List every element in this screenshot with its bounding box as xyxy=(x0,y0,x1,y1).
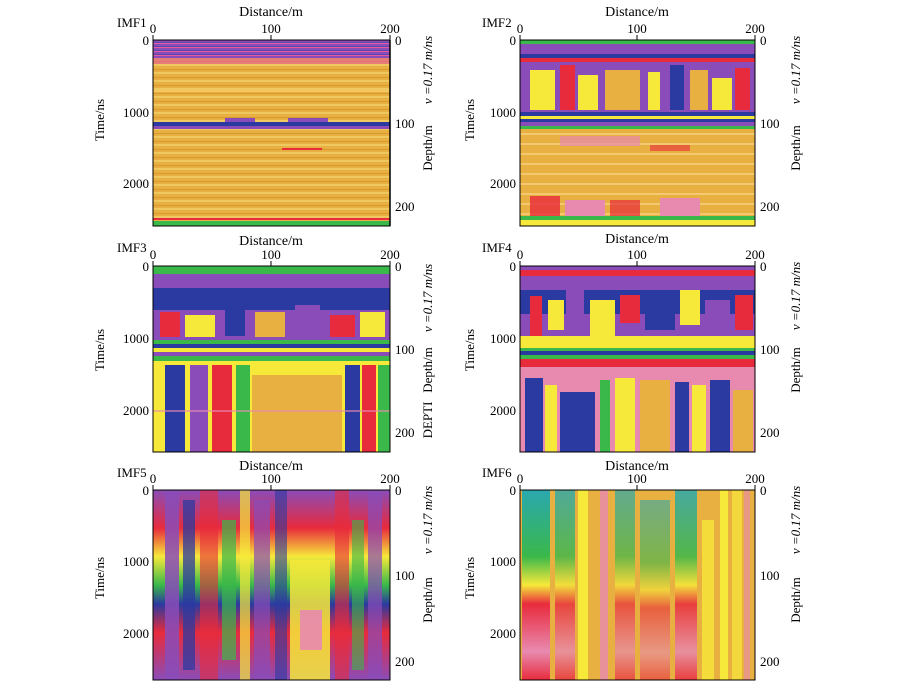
velocity-label: v =0.17 m/ns xyxy=(420,486,435,554)
y-tick-label: 2000 xyxy=(123,403,149,418)
x-tick-label: 200 xyxy=(380,21,400,36)
panel-imf1: 0 100 200 Distance/m IMF1 0 1000 2000 Ti… xyxy=(92,5,435,227)
panel-label: IMF4 xyxy=(482,240,512,255)
panel-label: IMF6 xyxy=(482,465,512,480)
depth-tick-label: 200 xyxy=(760,654,780,669)
depth-tick-label: 100 xyxy=(760,342,780,357)
velocity-label: v =0.17 m/ns xyxy=(788,262,803,330)
y-axis-label: Time/ns xyxy=(92,99,107,141)
y-tick-label: 0 xyxy=(143,483,150,498)
depth-axis-label: Depth/m xyxy=(420,577,435,623)
y-tick-label: 1000 xyxy=(123,331,149,346)
panel-label: IMF1 xyxy=(117,15,147,30)
x-tick-label: 100 xyxy=(261,471,281,486)
radargram-imf5 xyxy=(153,490,390,680)
y-tick-label: 1000 xyxy=(123,105,149,120)
x-tick-label: 100 xyxy=(627,247,647,262)
depth-tick-label: 0 xyxy=(760,483,767,498)
x-axis-label: Distance/m xyxy=(239,459,303,474)
x-tick-label: 0 xyxy=(517,21,524,36)
radargram-imf4 xyxy=(520,266,755,452)
y-axis-label: Time/ns xyxy=(462,329,477,371)
y-tick-label: 0 xyxy=(143,33,150,48)
x-tick-label: 0 xyxy=(150,21,157,36)
depth-tick-label: 0 xyxy=(395,33,402,48)
panel-imf2: 0 100 200 Distance/m IMF2 0 1000 2000 Ti… xyxy=(462,5,803,227)
depth-tick-label: 100 xyxy=(395,342,415,357)
x-tick-label: 200 xyxy=(745,471,765,486)
depth-axis-label: Depth/m xyxy=(420,125,435,171)
x-tick-label: 0 xyxy=(517,247,524,262)
x-axis-label: Distance/m xyxy=(605,5,669,20)
depth-axis-label: Depth/m xyxy=(420,347,435,393)
x-tick-label: 200 xyxy=(745,21,765,36)
y-tick-label: 0 xyxy=(143,259,150,274)
panel-label: IMF2 xyxy=(482,15,512,30)
x-axis-label: Distance/m xyxy=(239,234,303,249)
x-tick-label: 100 xyxy=(261,247,281,262)
panel-imf5: 0 100 200 Distance/m IMF5 0 1000 2000 Ti… xyxy=(92,459,435,681)
y-tick-label: 1000 xyxy=(123,554,149,569)
panel-imf3: 0 100 200 Distance/m IMF3 0 1000 2000 Ti… xyxy=(92,234,435,453)
y-axis-label: Time/ns xyxy=(462,99,477,141)
y-tick-label: 0 xyxy=(510,33,517,48)
radargram-imf2 xyxy=(520,40,755,226)
velocity-label: v =0.17 m/ns xyxy=(788,36,803,104)
depth-tick-label: 0 xyxy=(760,259,767,274)
y-tick-label: 1000 xyxy=(490,554,516,569)
y-tick-label: 2000 xyxy=(490,176,516,191)
x-tick-label: 0 xyxy=(150,471,157,486)
depth-tick-label: 200 xyxy=(395,654,415,669)
y-tick-label: 0 xyxy=(510,483,517,498)
depth-axis-label: Depth/m xyxy=(788,577,803,623)
depth-tick-label: 0 xyxy=(395,483,402,498)
y-axis-label: Time/ns xyxy=(92,557,107,599)
y-axis-label: Time/ns xyxy=(462,557,477,599)
depth-tick-label: 100 xyxy=(760,568,780,583)
x-tick-label: 200 xyxy=(745,247,765,262)
depth-tick-label: 200 xyxy=(760,425,780,440)
panel-imf6: 0 100 200 Distance/m IMF6 0 1000 2000 Ti… xyxy=(462,459,803,681)
x-tick-label: 200 xyxy=(380,471,400,486)
panel-imf4: 0 100 200 Distance/m IMF4 0 1000 2000 Ti… xyxy=(462,232,803,453)
depth-tick-label: 0 xyxy=(395,259,402,274)
y-axis-label: Time/ns xyxy=(92,329,107,371)
x-tick-label: 100 xyxy=(627,21,647,36)
x-tick-label: 0 xyxy=(150,247,157,262)
depth-tick-label: 100 xyxy=(760,116,780,131)
panel-label: IMF3 xyxy=(117,240,147,255)
depth-axis-label: Depth/m xyxy=(788,125,803,171)
x-axis-label: Distance/m xyxy=(605,459,669,474)
depth-tick-label: 200 xyxy=(395,425,415,440)
y-tick-label: 1000 xyxy=(490,105,516,120)
x-tick-label: 0 xyxy=(517,471,524,486)
x-tick-label: 100 xyxy=(261,21,281,36)
x-tick-label: 100 xyxy=(627,471,647,486)
x-ticks-imf1 xyxy=(152,35,391,40)
y-tick-label: 2000 xyxy=(490,626,516,641)
depth-tick-label: 200 xyxy=(395,199,415,214)
depth-tick-label: 200 xyxy=(760,199,780,214)
y-tick-label: 1000 xyxy=(490,331,516,346)
radargram-imf1 xyxy=(153,40,390,226)
velocity-label: v =0.17 m/ns xyxy=(420,264,435,332)
velocity-label: v =0.17 m/ns xyxy=(788,486,803,554)
velocity-label: v =0.17 m/ns xyxy=(420,36,435,104)
depth-tick-label: 100 xyxy=(395,116,415,131)
radargram-imf3 xyxy=(153,266,390,452)
radargram-imf6 xyxy=(520,490,755,680)
panel-label: IMF5 xyxy=(117,465,147,480)
depth-axis-label-overlap: DEPTI xyxy=(420,402,435,439)
y-tick-label: 2000 xyxy=(123,176,149,191)
x-tick-label: 200 xyxy=(380,247,400,262)
y-tick-label: 2000 xyxy=(490,403,516,418)
y-tick-label: 0 xyxy=(510,259,517,274)
depth-tick-label: 0 xyxy=(760,33,767,48)
depth-tick-label: 100 xyxy=(395,568,415,583)
depth-axis-label: Depth/m xyxy=(788,347,803,393)
x-axis-label: Distance/m xyxy=(239,5,303,20)
y-tick-label: 2000 xyxy=(123,626,149,641)
x-axis-label: Distance/m xyxy=(605,232,669,247)
